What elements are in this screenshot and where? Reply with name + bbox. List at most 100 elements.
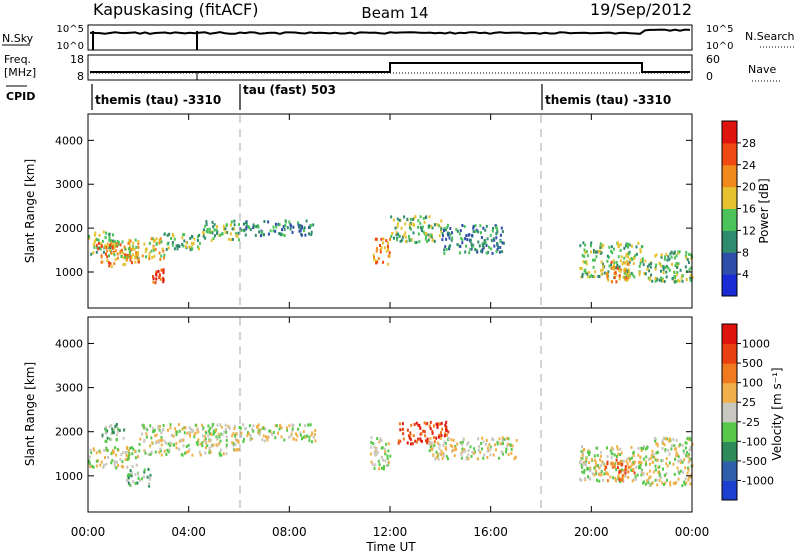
power-panel-frame xyxy=(87,113,693,309)
velocity-echo-cell xyxy=(435,455,438,459)
power-echo-cell xyxy=(689,278,692,282)
power-echo-cell xyxy=(197,245,199,249)
velocity-echo-cell xyxy=(615,455,618,458)
power-echo-cell xyxy=(581,253,584,257)
power-echo-cell xyxy=(461,241,464,245)
velocity-echo-cell xyxy=(148,477,151,481)
power-echo-cell xyxy=(238,223,240,227)
power-echo-cell xyxy=(654,277,657,280)
power-echo-cell xyxy=(382,237,385,241)
velocity-echo-cell xyxy=(676,466,679,470)
power-echo-cell xyxy=(637,241,640,245)
power-echo-cell xyxy=(593,258,596,262)
velocity-echo-cell xyxy=(433,440,436,444)
velocity-echo-cell xyxy=(632,467,635,471)
velocity-colorbar-swatch xyxy=(722,460,737,481)
velocity-echo-cell xyxy=(407,434,410,438)
power-echo-cell xyxy=(584,243,587,247)
velocity-echo-cell xyxy=(154,441,157,445)
velocity-echo-cell xyxy=(621,474,624,478)
velocity-echo-cell xyxy=(215,435,218,439)
velocity-echo-cell xyxy=(280,435,283,439)
power-echo-cell xyxy=(491,229,494,233)
velocity-echo-cell xyxy=(160,453,163,457)
power-echo-cell xyxy=(646,267,649,271)
velocity-echo-cell xyxy=(437,435,440,439)
velocity-echo-cell xyxy=(234,436,237,440)
power-echo-cell xyxy=(213,223,216,227)
velocity-echo-cell xyxy=(435,436,438,440)
velocity-echo-cell xyxy=(386,454,389,458)
power-echo-cell xyxy=(613,266,616,270)
velocity-echo-cell xyxy=(220,432,223,436)
velocity-echo-cell xyxy=(204,439,207,443)
velocity-echo-cell xyxy=(452,438,455,442)
velocity-echo-cell xyxy=(630,468,633,472)
velocity-echo-cell xyxy=(501,438,504,442)
nsearch-label: N.Search xyxy=(745,30,795,43)
power-echo-cell xyxy=(126,257,129,261)
velocity-echo-cell xyxy=(625,459,628,463)
velocity-echo-cell xyxy=(178,447,180,451)
velocity-echo-cell xyxy=(158,425,161,428)
power-echo-cell xyxy=(376,260,379,264)
velocity-echo-cell xyxy=(99,463,102,467)
velocity-echo-cell xyxy=(135,463,138,467)
velocity-echo-cell xyxy=(616,462,619,466)
power-echo-cell xyxy=(401,238,404,242)
power-echo-cell xyxy=(183,233,186,237)
power-echo-cell xyxy=(482,226,485,230)
power-echo-cell xyxy=(88,234,91,238)
velocity-echo-cell xyxy=(485,438,488,442)
velocity-echo-cell xyxy=(382,458,384,462)
velocity-echo-cell xyxy=(208,439,211,443)
power-echo-cell xyxy=(673,275,676,278)
power-echo-cell xyxy=(626,245,629,249)
velocity-echo-cell xyxy=(233,424,236,428)
power-echo-cell xyxy=(665,252,668,256)
velocity-echo-cell xyxy=(470,455,473,458)
velocity-echo-cell xyxy=(626,457,629,461)
velocity-echo-cell xyxy=(588,461,590,464)
power-echo-cell xyxy=(309,223,312,227)
power-echo-cell xyxy=(166,242,169,246)
velocity-echo-cell xyxy=(383,465,385,468)
power-echo-cell xyxy=(430,235,433,239)
power-echo-cell xyxy=(628,260,631,264)
power-echo-cell xyxy=(404,222,407,226)
power-echo-cell xyxy=(104,252,107,256)
power-echo-cell xyxy=(464,250,467,254)
power-echo-cell xyxy=(642,263,645,267)
power-echo-cell xyxy=(278,223,281,227)
power-echo-cell xyxy=(612,259,615,263)
power-colorbar-swatch xyxy=(722,230,737,253)
power-echo-cell xyxy=(598,249,600,253)
power-echo-cell xyxy=(222,224,225,228)
velocity-echo-cell xyxy=(205,431,208,435)
velocity-echo-cell xyxy=(95,451,98,455)
power-echo-cell xyxy=(461,238,464,242)
velocity-echo-cell xyxy=(266,438,269,442)
power-echo-cell xyxy=(686,258,689,262)
velocity-echo-cell xyxy=(432,453,435,457)
velocity-echo-cell xyxy=(429,441,432,445)
power-echo-cell xyxy=(619,249,622,252)
velocity-echo-cell xyxy=(639,463,642,466)
power-echo-cell xyxy=(148,251,151,255)
power-echo-cell xyxy=(105,246,108,249)
velocity-echo-cell xyxy=(440,433,443,437)
power-echo-cell xyxy=(478,244,481,248)
velocity-echo-cell xyxy=(369,452,372,456)
velocity-echo-cell xyxy=(197,430,200,434)
power-echo-cell xyxy=(312,223,315,227)
power-echo-cell xyxy=(267,220,270,224)
power-echo-cell xyxy=(430,233,433,237)
power-echo-cell xyxy=(446,231,449,235)
power-echo-cell xyxy=(376,247,379,251)
velocity-echo-cell xyxy=(160,443,163,447)
power-colorbar-tick-label: 4 xyxy=(742,268,749,281)
velocity-echo-cell xyxy=(593,466,596,470)
power-echo-cell xyxy=(158,238,161,242)
velocity-echo-cell xyxy=(605,471,608,475)
power-echo-cell xyxy=(119,251,122,255)
